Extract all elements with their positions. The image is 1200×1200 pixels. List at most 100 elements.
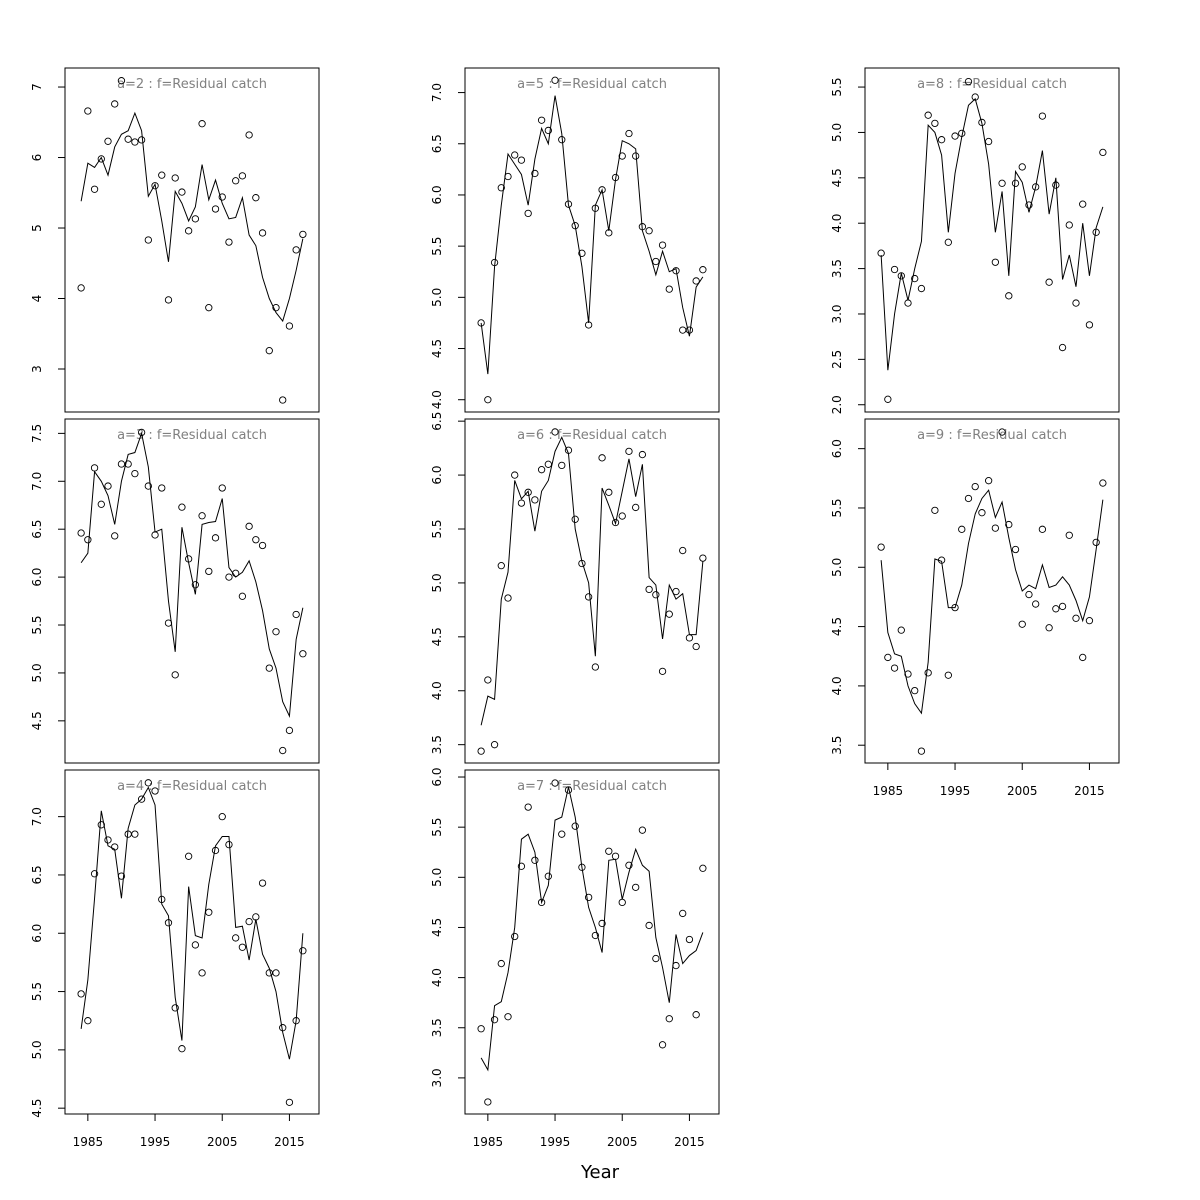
- data-point: [1032, 183, 1040, 191]
- data-point: [611, 518, 620, 527]
- data-point: [584, 893, 593, 902]
- y-tick-label: 6.0: [430, 185, 444, 204]
- data-point: [504, 594, 512, 602]
- data-point: [511, 932, 519, 941]
- data-point: [544, 872, 552, 880]
- panel: a=8 : f=Residual catch 2.0 2.5 3.0 3.5 4.0 4.5…: [830, 67, 1120, 414]
- data-point: [144, 779, 152, 787]
- data-point: [1085, 321, 1094, 329]
- data-point: [605, 488, 613, 496]
- data-point: [598, 919, 606, 928]
- data-point: [90, 464, 99, 472]
- data-point: [84, 1017, 92, 1025]
- data-point: [111, 100, 119, 108]
- data-point: [1038, 525, 1047, 533]
- y-tick-label: 3.5: [830, 736, 844, 755]
- data-point: [1005, 292, 1013, 300]
- data-point: [232, 177, 240, 185]
- data-point: [117, 77, 126, 85]
- data-point: [178, 503, 186, 511]
- data-point: [131, 138, 139, 146]
- data-point: [299, 650, 307, 658]
- plot-frame: [464, 769, 720, 1115]
- data-point: [1005, 520, 1013, 529]
- data-point: [1085, 617, 1094, 625]
- data-point: [1058, 343, 1067, 352]
- fitted-line: [880, 489, 1104, 715]
- data-point: [477, 1025, 485, 1033]
- x-tick-label: 1985: [73, 1135, 104, 1149]
- panel: a=3 : f=Residual catch 4.5 5.0 5.5 6.0 6.5 7.0…: [30, 418, 320, 764]
- data-point: [511, 471, 519, 479]
- data-point: [245, 131, 253, 139]
- data-point: [124, 460, 132, 468]
- data-point: [158, 484, 166, 492]
- fitted-line: [480, 436, 704, 726]
- data-point: [171, 671, 179, 679]
- data-point: [537, 466, 546, 474]
- y-tick-label: 7.0: [30, 472, 44, 491]
- data-point: [652, 954, 660, 963]
- data-point: [1038, 112, 1047, 120]
- data-point: [292, 246, 300, 254]
- data-point: [497, 959, 505, 968]
- plot-frame: [464, 67, 720, 413]
- data-point: [699, 554, 707, 562]
- y-tick-label: 6.0: [430, 466, 444, 485]
- data-point: [158, 171, 166, 179]
- data-point: [1072, 299, 1080, 307]
- data-point: [937, 136, 946, 144]
- data-point: [245, 522, 253, 530]
- y-tick-label: 4.5: [30, 711, 44, 730]
- x-tick-label: 1995: [940, 784, 971, 798]
- data-point: [124, 135, 132, 143]
- y-tick-label: 3: [30, 365, 44, 373]
- data-point: [285, 322, 294, 330]
- data-point: [517, 499, 526, 507]
- data-point: [984, 137, 993, 146]
- data-point: [964, 77, 973, 86]
- data-point: [884, 395, 892, 403]
- data-point: [504, 1013, 512, 1021]
- y-tick-label: 4.0: [830, 676, 844, 695]
- data-point: [171, 174, 179, 182]
- data-point: [672, 267, 680, 275]
- data-point: [1045, 278, 1053, 286]
- data-point: [598, 186, 606, 194]
- data-point: [632, 503, 640, 512]
- data-point: [658, 1041, 667, 1049]
- panel-title: a=2 : f=Residual catch: [117, 77, 267, 92]
- data-point: [917, 747, 926, 755]
- data-point: [524, 488, 532, 496]
- y-tick-label: 6.5: [430, 412, 444, 431]
- y-tick-label: 5.5: [30, 982, 44, 1001]
- data-point: [1045, 624, 1053, 632]
- data-point: [225, 573, 233, 581]
- data-point: [605, 847, 613, 855]
- data-point: [931, 119, 939, 128]
- data-point: [205, 908, 213, 916]
- y-tick-label: 4.0: [430, 390, 444, 409]
- y-tick-label: 2.0: [830, 395, 844, 414]
- data-point: [77, 529, 85, 537]
- data-point: [558, 830, 566, 838]
- data-point: [924, 669, 932, 677]
- data-point: [692, 642, 700, 651]
- panel-title: a=7 : f=Residual catch: [517, 779, 667, 794]
- x-tick-label: 2005: [1007, 784, 1038, 798]
- plot-frame: [864, 418, 1120, 764]
- data-point: [998, 179, 1006, 187]
- data-point: [258, 879, 267, 887]
- x-tick-label: 2015: [1074, 784, 1105, 798]
- data-point: [111, 532, 119, 540]
- panel: a=4 : f=Residual catch 4.5 5.0 5.5 6.0 6.5 7.0…: [30, 769, 320, 1149]
- data-point: [890, 265, 899, 274]
- data-point: [511, 151, 519, 159]
- data-point: [931, 506, 939, 514]
- data-point: [1099, 148, 1107, 157]
- plot-frame: [64, 67, 320, 413]
- data-point: [991, 258, 1000, 266]
- data-point: [625, 447, 633, 456]
- y-tick-label: 6.5: [30, 865, 44, 884]
- data-point: [665, 610, 673, 618]
